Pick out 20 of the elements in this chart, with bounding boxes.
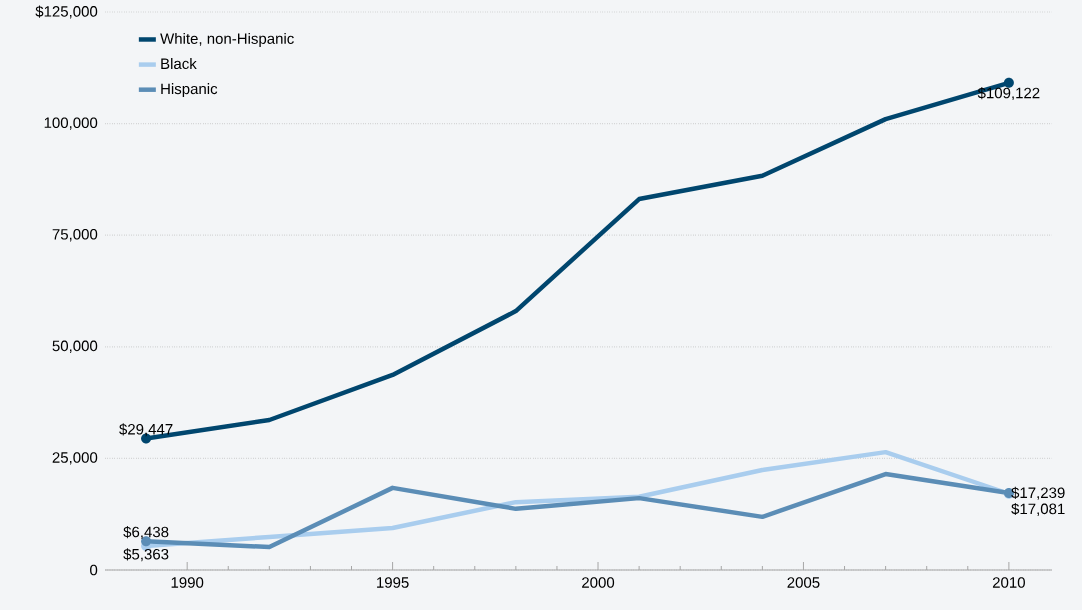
x-tick-label: 2000 [582,577,615,588]
legend-label: White, non-Hispanic [160,32,294,47]
y-tick-label: $125,000 [35,5,98,19]
legend-label: Hispanic [161,83,218,98]
x-tick-label: 1995 [377,577,409,588]
data-label: $5,363 [123,548,169,562]
y-tick-label: 25,000 [52,452,98,465]
y-tick-label: 100,000 [44,117,98,130]
data-label: $109,122 [977,87,1040,101]
x-tick-label: 1990 [171,577,204,588]
y-tick-label: 50,000 [52,340,98,353]
data-label: $17,081 [1011,502,1065,516]
x-tick-label: 2005 [787,577,820,588]
data-label: $6,438 [123,526,169,540]
x-tick-label: 2010 [992,577,1025,588]
y-tick-label: 0 [90,564,98,576]
y-tick-label: 75,000 [52,229,98,242]
data-label: $29,447 [119,423,173,437]
legend-label: Black [161,58,197,70]
point [1003,77,1014,88]
